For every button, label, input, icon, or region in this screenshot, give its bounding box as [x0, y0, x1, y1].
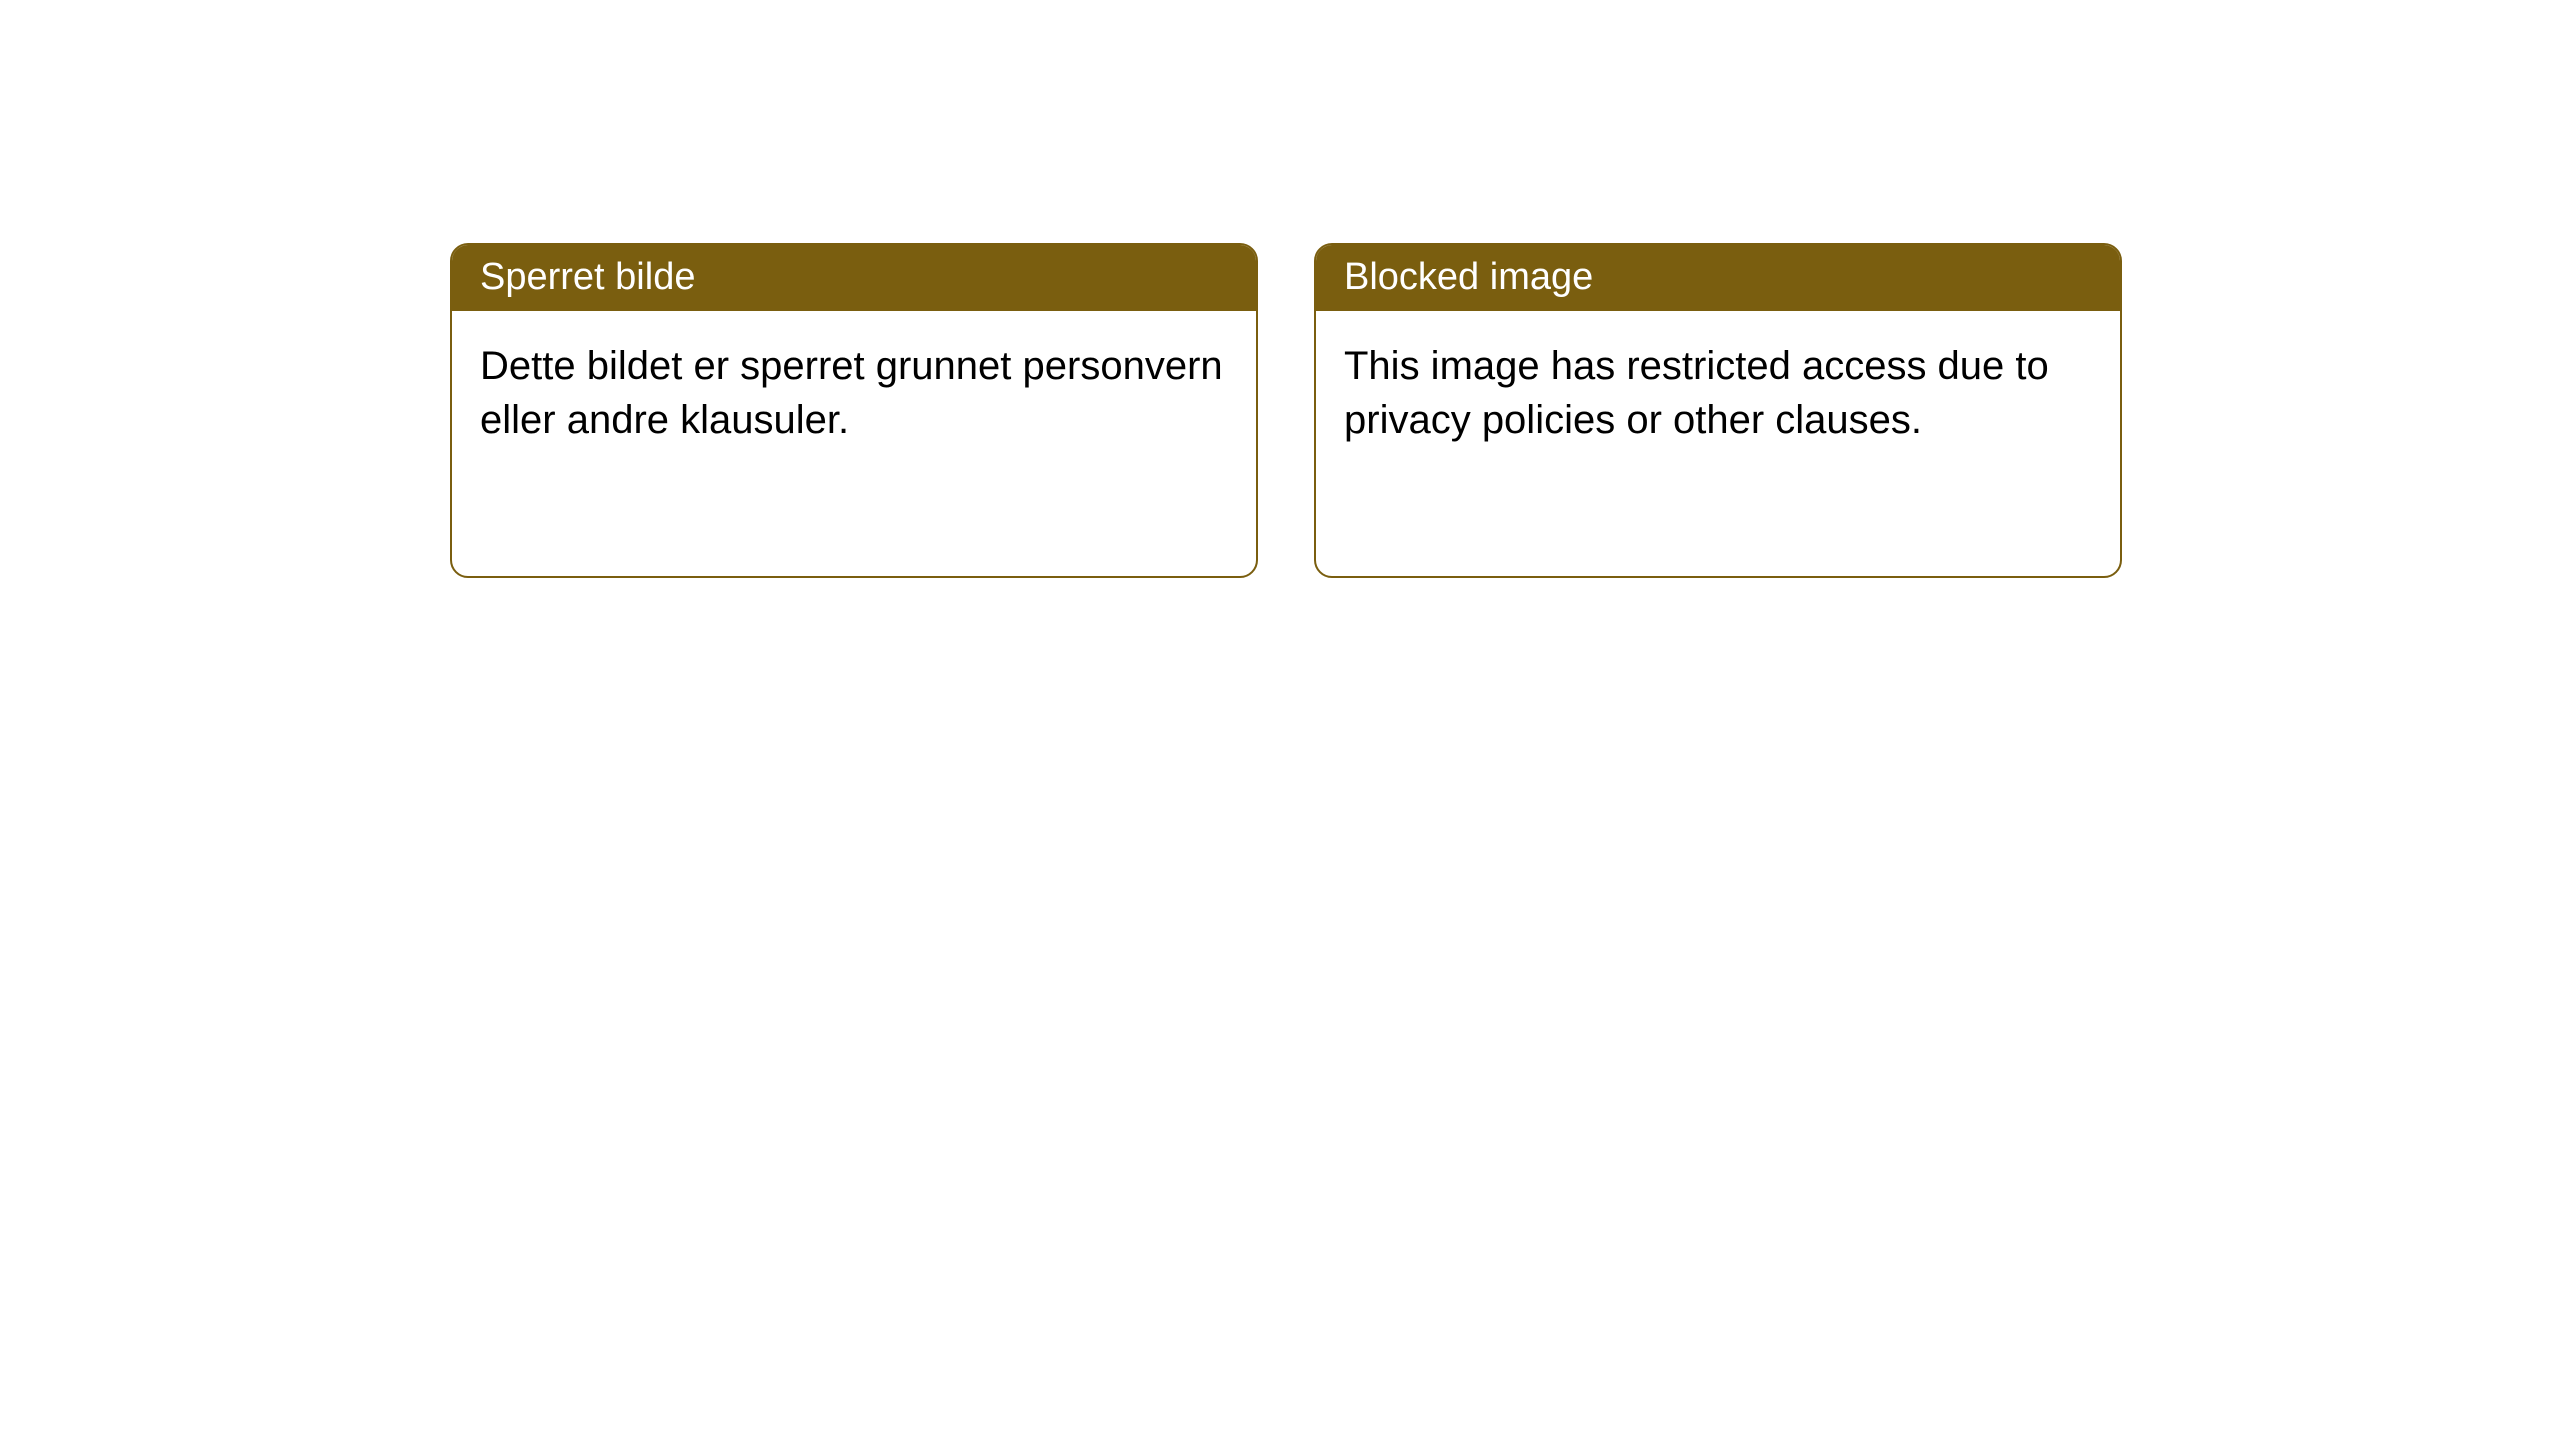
notice-card-no: Sperret bilde Dette bildet er sperret gr…	[450, 243, 1258, 578]
notice-title-en: Blocked image	[1344, 256, 1593, 298]
notice-text-en: This image has restricted access due to …	[1344, 344, 2049, 442]
notice-container: Sperret bilde Dette bildet er sperret gr…	[0, 0, 2560, 578]
notice-body-en: This image has restricted access due to …	[1316, 311, 2120, 475]
notice-title-no: Sperret bilde	[480, 256, 695, 298]
notice-header-en: Blocked image	[1316, 245, 2120, 311]
notice-text-no: Dette bildet er sperret grunnet personve…	[480, 344, 1223, 442]
notice-header-no: Sperret bilde	[452, 245, 1256, 311]
notice-card-en: Blocked image This image has restricted …	[1314, 243, 2122, 578]
notice-body-no: Dette bildet er sperret grunnet personve…	[452, 311, 1256, 475]
